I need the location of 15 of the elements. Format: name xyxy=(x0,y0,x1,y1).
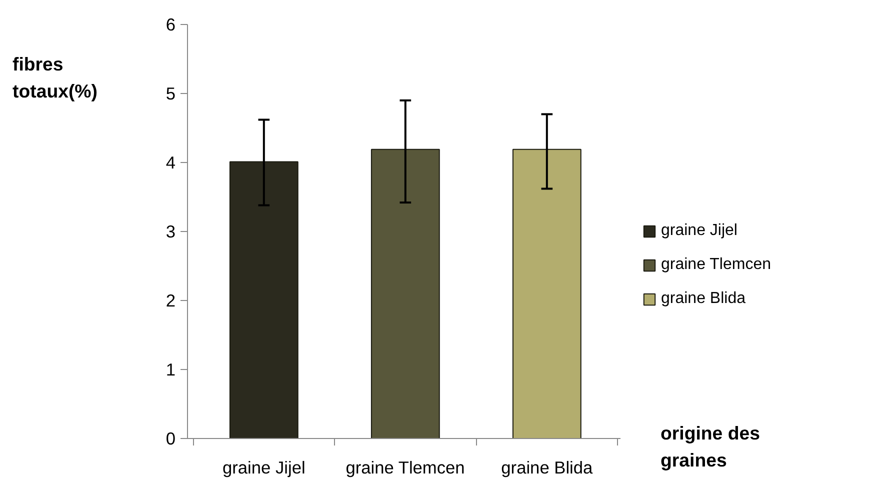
x-tick-label: graine Jijel xyxy=(222,458,306,478)
y-axis-title: fibres totaux(%) xyxy=(12,54,98,102)
legend-label: graine Blida xyxy=(661,290,746,308)
y-tick-label: 2 xyxy=(166,290,176,310)
legend-label: graine Jijel xyxy=(661,222,738,240)
x-tick-label: graine Blida xyxy=(501,458,594,478)
y-tick-label: 3 xyxy=(166,222,176,242)
y-tick-label: 1 xyxy=(166,360,176,380)
x-tick-label: graine Tlemcen xyxy=(346,458,465,478)
y-tick-label: 0 xyxy=(166,428,176,448)
y-tick-label: 4 xyxy=(166,152,176,172)
y-tick-label: 5 xyxy=(166,84,176,104)
legend-label: graine Tlemcen xyxy=(661,256,771,274)
y-tick-label: 6 xyxy=(166,14,176,34)
x-axis-title: origine des graines xyxy=(660,422,760,470)
